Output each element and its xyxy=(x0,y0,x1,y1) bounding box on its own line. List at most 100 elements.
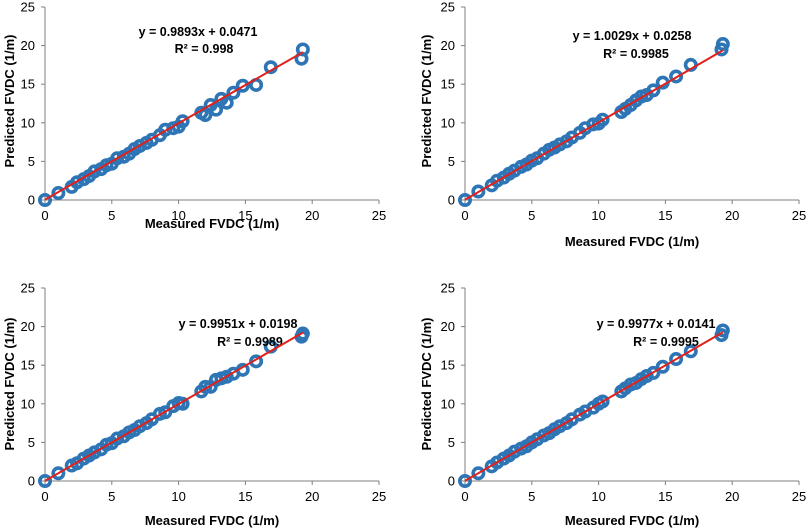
data-series xyxy=(457,323,730,488)
data-point xyxy=(595,394,610,409)
y-tick-label: 25 xyxy=(21,0,35,15)
data-point xyxy=(639,369,654,384)
y-tick-label: 20 xyxy=(441,319,455,334)
y-tick-label: 0 xyxy=(448,474,455,489)
data-point xyxy=(226,85,241,100)
x-tick-label: 20 xyxy=(725,489,739,504)
y-axis-label: Predicted FVDC (1/m) xyxy=(2,35,17,168)
chart-panel-top-left: 0 5 10 15 20 25 0 5 10 15 20 25 Measured FVDC (1/m)… xyxy=(2,0,386,231)
r-squared-label: R² = 0.998 xyxy=(175,42,234,56)
x-tick-label: 5 xyxy=(108,208,115,223)
y-tick-label: 5 xyxy=(448,435,455,450)
y-tick-label: 0 xyxy=(28,193,35,208)
r-squared-label: R² = 0.9989 xyxy=(217,335,283,349)
y-tick-label: 20 xyxy=(21,319,35,334)
y-tick-label: 15 xyxy=(21,77,35,92)
r-squared-label: R² = 0.9985 xyxy=(603,47,669,61)
y-tick-label: 5 xyxy=(28,435,35,450)
data-point xyxy=(110,431,125,446)
data-point xyxy=(87,164,102,179)
x-tick-label: 25 xyxy=(792,489,806,504)
axes: 0 5 10 15 20 25 0 5 10 15 20 25 xyxy=(441,0,807,223)
data-point xyxy=(507,444,522,459)
data-point xyxy=(669,69,684,84)
y-tick-label: 20 xyxy=(441,38,455,53)
x-tick-label: 0 xyxy=(461,489,468,504)
r-squared-label: R² = 0.9995 xyxy=(633,335,699,349)
axes: 0 5 10 15 20 25 0 5 10 15 20 25 xyxy=(21,0,387,223)
data-point xyxy=(209,102,224,117)
x-tick-label: 10 xyxy=(591,208,605,223)
trendline-equation: y = 0.9893x + 0.0471 xyxy=(139,25,258,39)
x-axis-label: Measured FVDC (1/m) xyxy=(145,216,279,231)
x-tick-label: 5 xyxy=(528,208,535,223)
trendline-equation: y = 1.0029x + 0.0258 xyxy=(573,29,692,43)
x-tick-label: 20 xyxy=(305,489,319,504)
y-tick-label: 5 xyxy=(28,154,35,169)
y-tick-label: 25 xyxy=(21,281,35,296)
data-point xyxy=(132,419,147,434)
chart-panel-bottom-left: 0 5 10 15 20 25 0 5 10 15 20 25 Measured FVDC (1/m)… xyxy=(2,281,386,529)
x-tick-label: 15 xyxy=(238,208,252,223)
data-series xyxy=(457,37,730,208)
data-point xyxy=(646,365,661,380)
data-point xyxy=(132,138,147,153)
data-point xyxy=(655,359,670,374)
x-tick-label: 20 xyxy=(305,208,319,223)
data-point xyxy=(295,326,310,341)
x-axis-label: Measured FVDC (1/m) xyxy=(565,513,699,528)
data-point xyxy=(490,173,505,188)
data-point xyxy=(715,37,730,52)
data-point xyxy=(51,466,66,481)
y-tick-label: 5 xyxy=(448,154,455,169)
data-point xyxy=(158,122,173,137)
trendline xyxy=(44,331,304,482)
x-tick-label: 20 xyxy=(725,208,739,223)
data-point xyxy=(37,473,52,488)
data-point xyxy=(595,112,610,127)
x-tick-label: 10 xyxy=(171,208,185,223)
data-point xyxy=(683,344,698,359)
data-point xyxy=(219,95,234,110)
x-tick-label: 10 xyxy=(591,489,605,504)
y-tick-label: 10 xyxy=(21,115,35,130)
x-tick-label: 15 xyxy=(658,489,672,504)
data-series xyxy=(37,326,310,488)
axes: 0 5 10 15 20 25 0 5 10 15 20 25 xyxy=(21,281,387,505)
data-point xyxy=(51,186,66,201)
data-point xyxy=(457,193,472,208)
y-tick-label: 0 xyxy=(448,193,455,208)
x-tick-label: 5 xyxy=(108,489,115,504)
axes: 0 5 10 15 20 25 0 5 10 15 20 25 xyxy=(441,281,807,505)
data-point xyxy=(457,473,472,488)
x-tick-label: 0 xyxy=(461,208,468,223)
data-point xyxy=(646,83,661,98)
x-tick-label: 5 xyxy=(528,489,535,504)
trendline xyxy=(464,331,724,482)
data-point xyxy=(235,78,250,93)
y-tick-label: 0 xyxy=(28,474,35,489)
y-axis-label: Predicted FVDC (1/m) xyxy=(419,318,434,451)
chart-panel-top-right: 0 5 10 15 20 25 0 5 10 15 20 25 Measured FVDC (1/m)… xyxy=(419,0,806,249)
y-tick-label: 10 xyxy=(441,115,455,130)
data-point xyxy=(471,466,486,481)
data-point xyxy=(110,151,125,166)
x-tick-label: 25 xyxy=(792,208,806,223)
trendline xyxy=(44,51,304,201)
x-axis-label: Measured FVDC (1/m) xyxy=(565,234,699,249)
y-tick-label: 25 xyxy=(441,0,455,15)
y-tick-label: 20 xyxy=(21,38,35,53)
y-axis-label: Predicted FVDC (1/m) xyxy=(2,318,17,451)
trendline-equation: y = 0.9951x + 0.0198 xyxy=(179,317,298,331)
x-axis-label: Measured FVDC (1/m) xyxy=(145,513,279,528)
y-tick-label: 10 xyxy=(441,396,455,411)
y-tick-label: 25 xyxy=(441,281,455,296)
data-point xyxy=(552,419,567,434)
data-point xyxy=(471,184,486,199)
data-point xyxy=(715,323,730,338)
x-tick-label: 15 xyxy=(238,489,252,504)
data-point xyxy=(87,445,102,460)
data-point xyxy=(669,352,684,367)
x-tick-label: 25 xyxy=(372,489,386,504)
